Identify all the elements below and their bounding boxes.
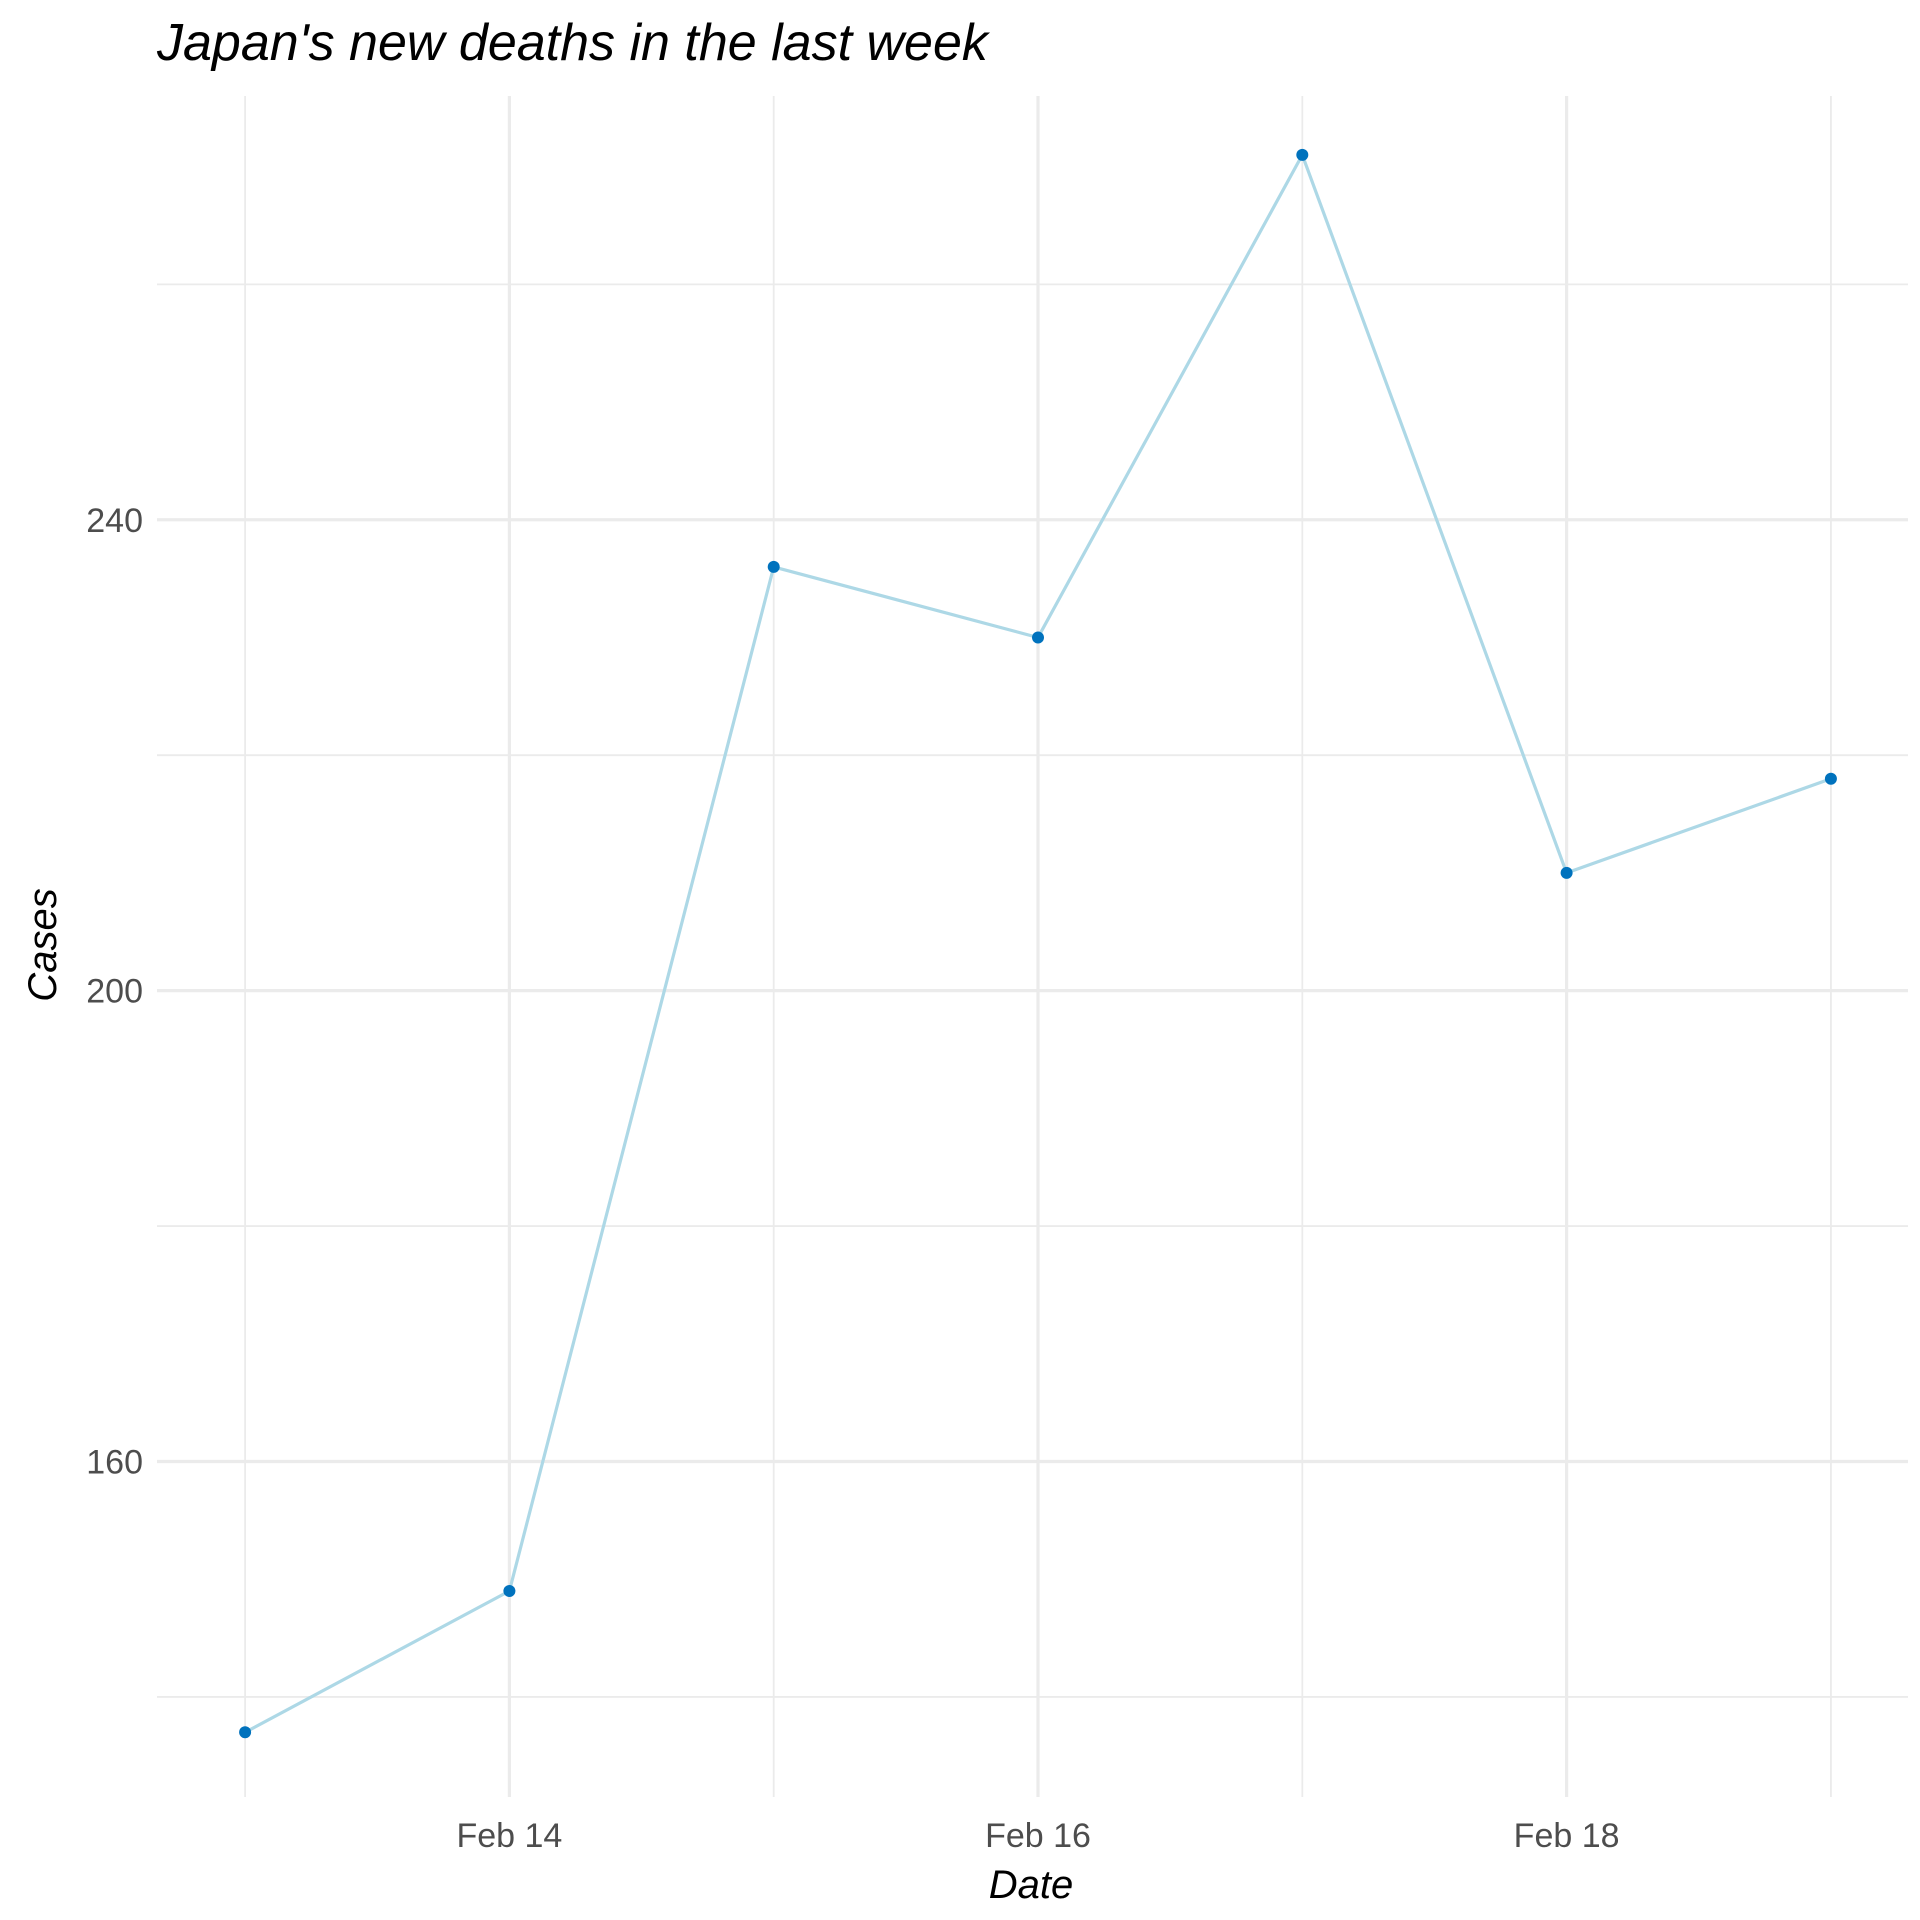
data-point bbox=[767, 560, 780, 573]
chart-title: Japan's new deaths in the last week bbox=[156, 14, 991, 72]
data-point bbox=[1032, 631, 1045, 644]
y-axis-title: Cases bbox=[21, 888, 65, 1001]
y-tick-label: 240 bbox=[86, 502, 143, 540]
data-point bbox=[1560, 866, 1573, 879]
x-axis-title: Date bbox=[989, 1863, 1074, 1907]
x-tick-label: Feb 16 bbox=[985, 1817, 1091, 1855]
y-tick-label: 200 bbox=[86, 973, 143, 1011]
data-point bbox=[239, 1726, 252, 1739]
data-point bbox=[1296, 148, 1309, 161]
data-point bbox=[503, 1584, 516, 1597]
x-tick-label: Feb 14 bbox=[456, 1817, 562, 1855]
y-axis-ticks: 160 200 240 bbox=[86, 502, 143, 1482]
x-axis-ticks: Feb 14 Feb 16 Feb 18 bbox=[456, 1817, 1619, 1855]
data-point bbox=[1824, 772, 1837, 785]
y-tick-label: 160 bbox=[86, 1444, 143, 1482]
data-points bbox=[239, 148, 1837, 1739]
grid bbox=[157, 96, 1908, 1797]
x-tick-label: Feb 18 bbox=[1514, 1817, 1620, 1855]
